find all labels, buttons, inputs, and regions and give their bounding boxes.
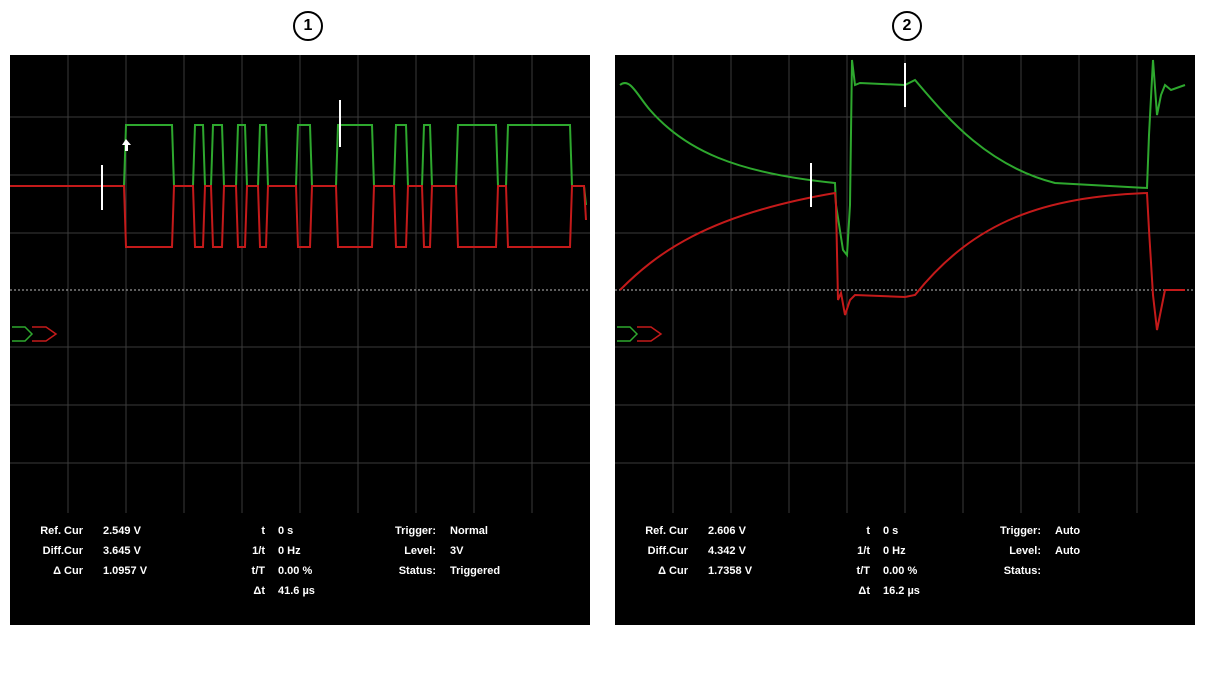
channel-2-trace bbox=[10, 185, 587, 248]
ref-cur-label: Ref. Cur bbox=[40, 525, 83, 537]
t-over-T-value: 0.00 % bbox=[883, 565, 918, 577]
oscilloscope-screen-2: Ref. Cur 2.606 V Diff.Cur 4.342 V Δ Cur … bbox=[615, 55, 1195, 625]
channel-2-trace bbox=[619, 191, 1185, 331]
ref-cur-value: 2.606 V bbox=[708, 525, 746, 537]
delta-t-label: Δt bbox=[858, 585, 870, 597]
grid-2 bbox=[615, 55, 1195, 513]
delta-t-value: 16.2 µs bbox=[883, 585, 920, 597]
t-label: t bbox=[866, 525, 870, 537]
channel-indicator-icon bbox=[617, 326, 663, 342]
delta-t-value: 41.6 µs bbox=[278, 585, 315, 597]
t-value: 0 s bbox=[883, 525, 899, 537]
delta-cur-value: 1.0957 V bbox=[103, 565, 148, 577]
delta-t-label: Δt bbox=[253, 585, 265, 597]
status-label: Status: bbox=[398, 565, 436, 577]
level-label: Level: bbox=[404, 545, 436, 557]
grid-1 bbox=[10, 55, 590, 513]
channel-indicator-icon bbox=[12, 326, 58, 342]
delta-cur-label: Δ Cur bbox=[53, 565, 83, 577]
scope-plot-2 bbox=[615, 55, 1195, 513]
channel-1-trace bbox=[10, 124, 587, 206]
delta-cur-label: Δ Cur bbox=[658, 565, 688, 577]
panel-2-number: 2 bbox=[902, 17, 912, 34]
measurement-readout-1: Ref. Cur 2.549 V Diff.Cur 3.645 V Δ Cur … bbox=[10, 513, 590, 623]
panel-2-number-badge: 2 bbox=[892, 11, 922, 41]
trigger-arrow-icon bbox=[122, 139, 131, 151]
diff-cur-value: 4.342 V bbox=[708, 545, 746, 557]
diff-cur-label: Diff.Cur bbox=[647, 545, 688, 557]
inverse-t-value: 0 Hz bbox=[278, 545, 301, 557]
t-over-T-label: t/T bbox=[856, 565, 870, 577]
diff-cur-label: Diff.Cur bbox=[42, 545, 83, 557]
ref-cur-label: Ref. Cur bbox=[645, 525, 688, 537]
trigger-value: Auto bbox=[1055, 525, 1081, 537]
scope-plot-1 bbox=[10, 55, 590, 513]
panel-1-number-badge: 1 bbox=[293, 11, 323, 41]
oscilloscope-screen-1: Ref. Cur 2.549 V Diff.Cur 3.645 V Δ Cur … bbox=[10, 55, 590, 625]
level-label: Level: bbox=[1009, 545, 1041, 557]
level-value: 3V bbox=[450, 545, 464, 557]
t-value: 0 s bbox=[278, 525, 294, 537]
t-over-T-label: t/T bbox=[251, 565, 265, 577]
inverse-t-value: 0 Hz bbox=[883, 545, 906, 557]
trigger-value: Normal bbox=[450, 525, 488, 537]
channel-1-trace bbox=[619, 59, 1186, 258]
inverse-t-label: 1/t bbox=[857, 545, 870, 557]
t-over-T-value: 0.00 % bbox=[278, 565, 313, 577]
measurement-readout-2: Ref. Cur 2.606 V Diff.Cur 4.342 V Δ Cur … bbox=[615, 513, 1195, 623]
trigger-label: Trigger: bbox=[395, 525, 436, 537]
status-label: Status: bbox=[1003, 565, 1041, 577]
inverse-t-label: 1/t bbox=[252, 545, 265, 557]
delta-cur-value: 1.7358 V bbox=[708, 565, 753, 577]
diff-cur-value: 3.645 V bbox=[103, 545, 141, 557]
level-value: Auto bbox=[1055, 545, 1081, 557]
t-label: t bbox=[261, 525, 265, 537]
ref-cur-value: 2.549 V bbox=[103, 525, 141, 537]
panel-1-number: 1 bbox=[303, 17, 313, 34]
status-value: Triggered bbox=[450, 565, 501, 577]
trigger-label: Trigger: bbox=[1000, 525, 1041, 537]
